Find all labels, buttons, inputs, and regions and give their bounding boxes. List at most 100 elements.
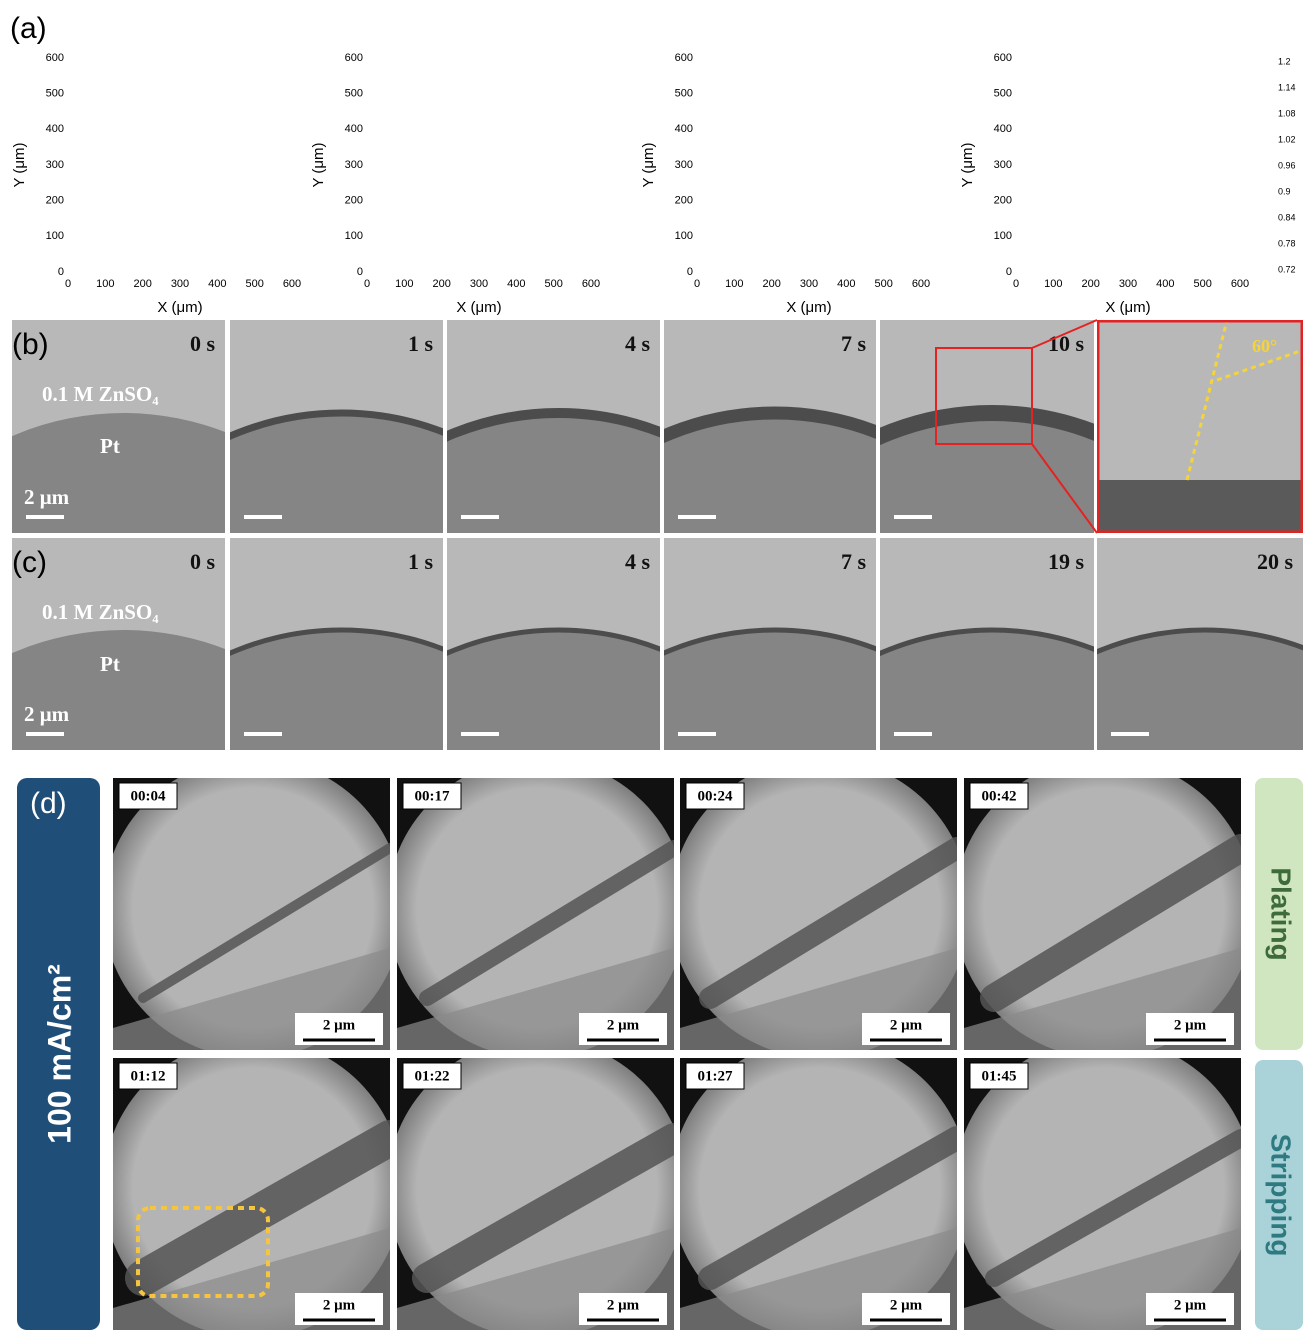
x-tick-label: 600 — [582, 278, 600, 290]
x-tick-label: 500 — [245, 278, 263, 290]
electrolyte-label: 0.1 M ZnSO₄ — [42, 600, 159, 624]
x-tick-label: 600 — [912, 278, 930, 290]
time-box — [969, 782, 1029, 810]
colorbar-tick-label: 1.08 — [1278, 108, 1296, 118]
tem-frame: 00:42 2 μm — [964, 778, 1241, 1050]
electrode-label: Pt — [100, 652, 120, 676]
tem-frame: 4 s — [447, 320, 660, 533]
y-tick-label: 300 — [994, 159, 1012, 171]
electrode — [447, 627, 660, 750]
x-tick-label: 100 — [725, 278, 743, 290]
x-tick-label: 600 — [1231, 278, 1249, 290]
y-axis-label: Y (μm) — [640, 142, 657, 187]
angle-line — [1185, 320, 1229, 481]
tem-frame: 1 s — [230, 320, 443, 533]
zoom-connector — [1031, 319, 1098, 349]
x-tick-label: 0 — [1013, 278, 1019, 290]
y-tick-label: 100 — [46, 230, 64, 242]
deposit — [1097, 480, 1303, 533]
side-bar — [17, 778, 100, 1330]
y-axis-label: Y (μm) — [310, 142, 327, 187]
scale-label: 2 μm — [24, 702, 70, 726]
x-tick-label: 300 — [171, 278, 189, 290]
time-box — [118, 1062, 178, 1090]
angle-label: 60° — [1252, 336, 1277, 356]
plating-box — [1255, 778, 1303, 1050]
time-label: 01:12 — [131, 1068, 166, 1084]
time-label: 01:45 — [982, 1068, 1017, 1084]
colorbar-tick-label: 1.14 — [1278, 82, 1296, 92]
x-tick-label: 0 — [364, 278, 370, 290]
y-tick-label: 500 — [994, 88, 1012, 100]
scale-label: 2 μm — [890, 1017, 923, 1033]
zoom-box — [935, 347, 1033, 445]
electrode — [664, 627, 876, 750]
x-tick-label: 100 — [96, 278, 114, 290]
time-label: 00:42 — [982, 788, 1017, 804]
scale-label: 2 μm — [323, 1017, 356, 1033]
y-tick-label: 300 — [345, 159, 363, 171]
time-box — [118, 782, 178, 810]
panel-label: (d) — [30, 787, 67, 820]
electrolyte-label: 0.1 M ZnSO₄ — [42, 382, 159, 406]
x-tick-label: 400 — [837, 278, 855, 290]
panel-label: (c) — [12, 546, 47, 579]
deposit — [699, 837, 957, 1009]
colorbar-tick-label: 0.78 — [1278, 238, 1296, 248]
scale-label: 2 μm — [24, 485, 70, 509]
y-tick-label: 0 — [687, 266, 693, 278]
deposit — [125, 1120, 390, 1296]
electrode — [12, 630, 225, 750]
tem-frame: 60° — [1097, 320, 1303, 533]
y-tick-label: 100 — [994, 230, 1012, 242]
deposit — [985, 1129, 1241, 1287]
x-tick-label: 200 — [762, 278, 780, 290]
x-tick-label: 100 — [1044, 278, 1062, 290]
y-tick-label: 400 — [994, 123, 1012, 135]
deposit — [412, 1123, 674, 1293]
stripping-label: Stripping — [1266, 1134, 1297, 1257]
x-tick-label: 400 — [507, 278, 525, 290]
tem-frame: 7 s — [664, 538, 876, 750]
tem-frame: 00:04 2 μm — [113, 778, 390, 1050]
scale-label: 2 μm — [323, 1297, 356, 1313]
x-axis-label: X (μm) — [157, 299, 202, 316]
y-tick-label: 400 — [46, 123, 64, 135]
tem-frame: 7 s — [664, 320, 876, 533]
x-tick-label: 200 — [1081, 278, 1099, 290]
time-box — [402, 1062, 462, 1090]
electrode — [880, 405, 1094, 533]
y-tick-label: 400 — [675, 123, 693, 135]
tem-frame: 01:12 2 μm — [113, 1058, 390, 1330]
x-tick-label: 0 — [694, 278, 700, 290]
tem-frame: 1 s — [230, 538, 443, 750]
x-axis-label: X (μm) — [456, 299, 501, 316]
y-tick-label: 300 — [675, 159, 693, 171]
scale-label: 2 μm — [890, 1297, 923, 1313]
colorbar-tick-label: 0.9 — [1278, 186, 1291, 196]
time-label: 19 s — [1048, 549, 1085, 574]
x-axis-label: X (μm) — [1105, 299, 1150, 316]
tem-frame: 10 s — [880, 320, 1094, 533]
plating-label: Plating — [1266, 867, 1297, 960]
tem-frame: 01:27 2 μm — [680, 1058, 957, 1330]
electrode — [1097, 627, 1303, 750]
panel-label: (b) — [12, 328, 49, 361]
highlight-box — [136, 1206, 270, 1298]
y-tick-label: 0 — [1006, 266, 1012, 278]
y-tick-label: 600 — [994, 52, 1012, 64]
electrode-label: Pt — [100, 434, 120, 458]
scale-label: 2 μm — [1174, 1017, 1207, 1033]
current-density-label: 100 mA/cm² — [41, 964, 77, 1144]
y-tick-label: 500 — [675, 88, 693, 100]
time-box — [402, 782, 462, 810]
colorbar-tick-label: 0.84 — [1278, 212, 1296, 222]
x-tick-label: 400 — [1156, 278, 1174, 290]
y-tick-label: 200 — [994, 195, 1012, 207]
tem-frame: 01:22 2 μm — [397, 1058, 674, 1330]
y-tick-label: 0 — [357, 266, 363, 278]
x-tick-label: 600 — [283, 278, 301, 290]
time-label: 10 s — [1048, 331, 1085, 356]
tem-frame: 00:24 2 μm — [680, 778, 957, 1050]
